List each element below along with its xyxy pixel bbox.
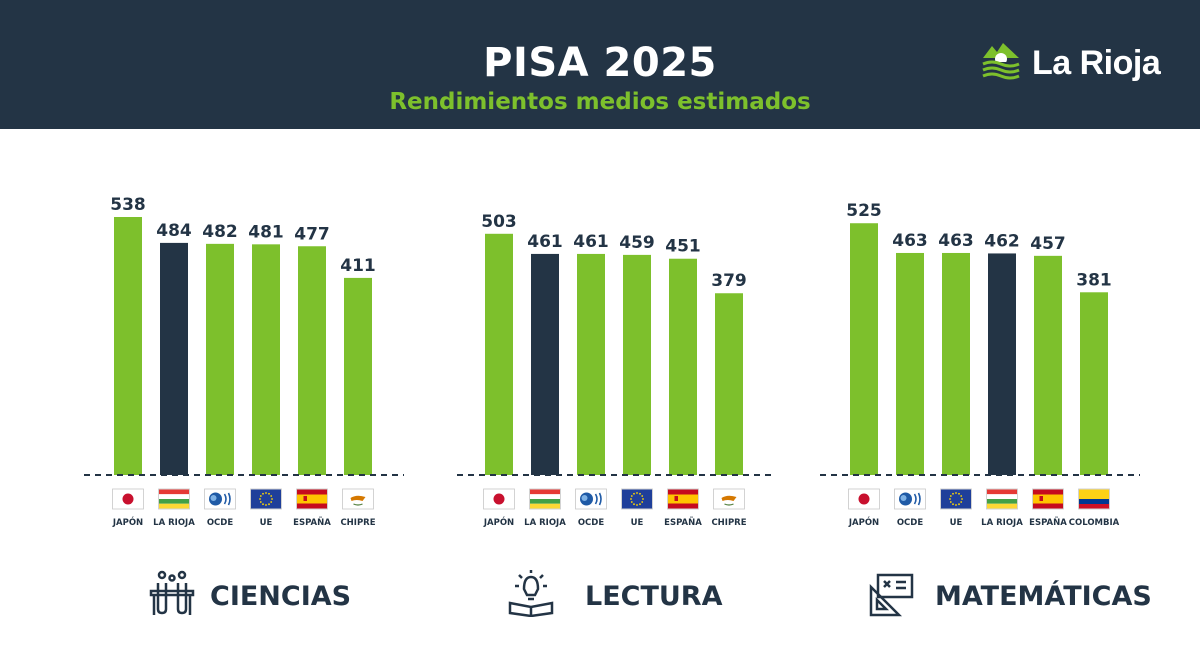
data-label: 457: [1030, 234, 1066, 254]
page-title: PISA 2025: [483, 40, 717, 86]
data-label: 379: [711, 271, 747, 291]
data-label: 463: [892, 231, 928, 251]
category-label: LA RIOJA: [153, 518, 195, 528]
la-rioja-flag-icon: [529, 488, 561, 510]
data-label: 525: [846, 201, 882, 221]
subject-matematicas: MATEMÁTICAS: [868, 563, 1152, 623]
ocde-logo-icon: [204, 488, 236, 510]
category-label: COLOMBIA: [1069, 518, 1120, 528]
category-label: JAPÓN: [112, 516, 143, 528]
category-label: CHIPRE: [340, 518, 375, 528]
japan-flag-icon: [112, 488, 144, 510]
data-label: 381: [1076, 270, 1112, 290]
bar-chart-1: 503 JAPÓN 461 LA RIOJA 461 OCDE 459 UE 451 ESPAÑA…: [457, 212, 772, 528]
page-subtitle: Rendimientos medios estimados: [389, 89, 811, 115]
bar: [531, 253, 559, 475]
subject-label-matematicas: MATEMÁTICAS: [935, 581, 1152, 612]
category-label: OCDE: [897, 518, 924, 528]
brand-name: La Rioja: [1032, 44, 1161, 82]
category-label: ESPAÑA: [293, 517, 331, 528]
subject-lectura: LECTURA: [507, 563, 727, 623]
bar: [160, 242, 188, 475]
eu-flag-icon: [621, 488, 653, 510]
bar: [206, 243, 234, 475]
spain-flag-icon: [667, 488, 699, 510]
bar: [252, 244, 280, 475]
bar: [485, 233, 513, 475]
ocde-logo-icon: [894, 488, 926, 510]
category-label: JAPÓN: [483, 516, 514, 528]
bar: [942, 252, 970, 475]
bar: [298, 246, 326, 475]
colombia-flag-icon: [1078, 488, 1110, 510]
ocde-logo-icon: [575, 488, 607, 510]
bar: [715, 293, 743, 475]
data-label: 481: [248, 222, 284, 242]
category-label: ESPAÑA: [664, 517, 702, 528]
data-label: 461: [573, 232, 609, 252]
bar: [344, 277, 372, 475]
category-label: OCDE: [207, 518, 234, 528]
bar: [1034, 255, 1062, 475]
bar: [623, 254, 651, 475]
eu-flag-icon: [940, 488, 972, 510]
subject-label-lectura: LECTURA: [585, 581, 723, 612]
data-label: 484: [156, 221, 192, 241]
bar: [896, 252, 924, 475]
brand: La Rioja: [980, 38, 1180, 86]
la-rioja-flag-icon: [158, 488, 190, 510]
spain-flag-icon: [1032, 488, 1064, 510]
data-label: 462: [984, 231, 1020, 251]
category-label: UE: [631, 518, 644, 528]
bar-chart-0: 538 JAPÓN 484 LA RIOJA 482 OCDE 481 UE 477 ESPAÑA…: [84, 195, 404, 528]
category-label: OCDE: [578, 518, 605, 528]
category-label: LA RIOJA: [524, 518, 566, 528]
bar: [669, 258, 697, 475]
book-lightbulb-icon: [508, 570, 554, 617]
eu-flag-icon: [250, 488, 282, 510]
data-label: 482: [202, 222, 238, 242]
data-label: 477: [294, 224, 330, 244]
data-label: 538: [110, 195, 146, 215]
page-header: PISA 2025 Rendimientos medios estimados …: [0, 0, 1200, 129]
category-label: ESPAÑA: [1029, 517, 1067, 528]
category-label: JAPÓN: [848, 516, 879, 528]
data-label: 459: [619, 233, 655, 253]
bar: [577, 253, 605, 475]
data-label: 503: [481, 212, 517, 232]
japan-flag-icon: [848, 488, 880, 510]
bar: [988, 253, 1016, 475]
category-label: LA RIOJA: [981, 518, 1023, 528]
cyprus-flag-icon: [713, 488, 745, 510]
charts-area: 538 JAPÓN 484 LA RIOJA 482 OCDE 481 UE 477 ESPAÑA…: [84, 195, 1140, 528]
data-label: 411: [340, 256, 376, 276]
bar-chart-2: 525 JAPÓN 463 OCDE 463 UE 462 LA RIOJA 457 ESPAÑA…: [820, 201, 1140, 528]
data-label: 451: [665, 237, 701, 257]
flask-icon: [149, 570, 195, 615]
data-label: 461: [527, 232, 563, 252]
category-label: UE: [260, 518, 273, 528]
category-label: UE: [950, 518, 963, 528]
bar: [114, 217, 142, 475]
la-rioja-flag-icon: [986, 488, 1018, 510]
spain-flag-icon: [296, 488, 328, 510]
cyprus-flag-icon: [342, 488, 374, 510]
subject-label-ciencias: CIENCIAS: [210, 581, 352, 612]
subject-ciencias: CIENCIAS: [148, 563, 368, 623]
la-rioja-logo-icon: [982, 43, 1020, 80]
category-label: CHIPRE: [711, 518, 746, 528]
data-label: 463: [938, 231, 974, 251]
bar: [1080, 292, 1108, 475]
japan-flag-icon: [483, 488, 515, 510]
bar: [850, 223, 878, 475]
math-board-icon: [869, 573, 914, 617]
